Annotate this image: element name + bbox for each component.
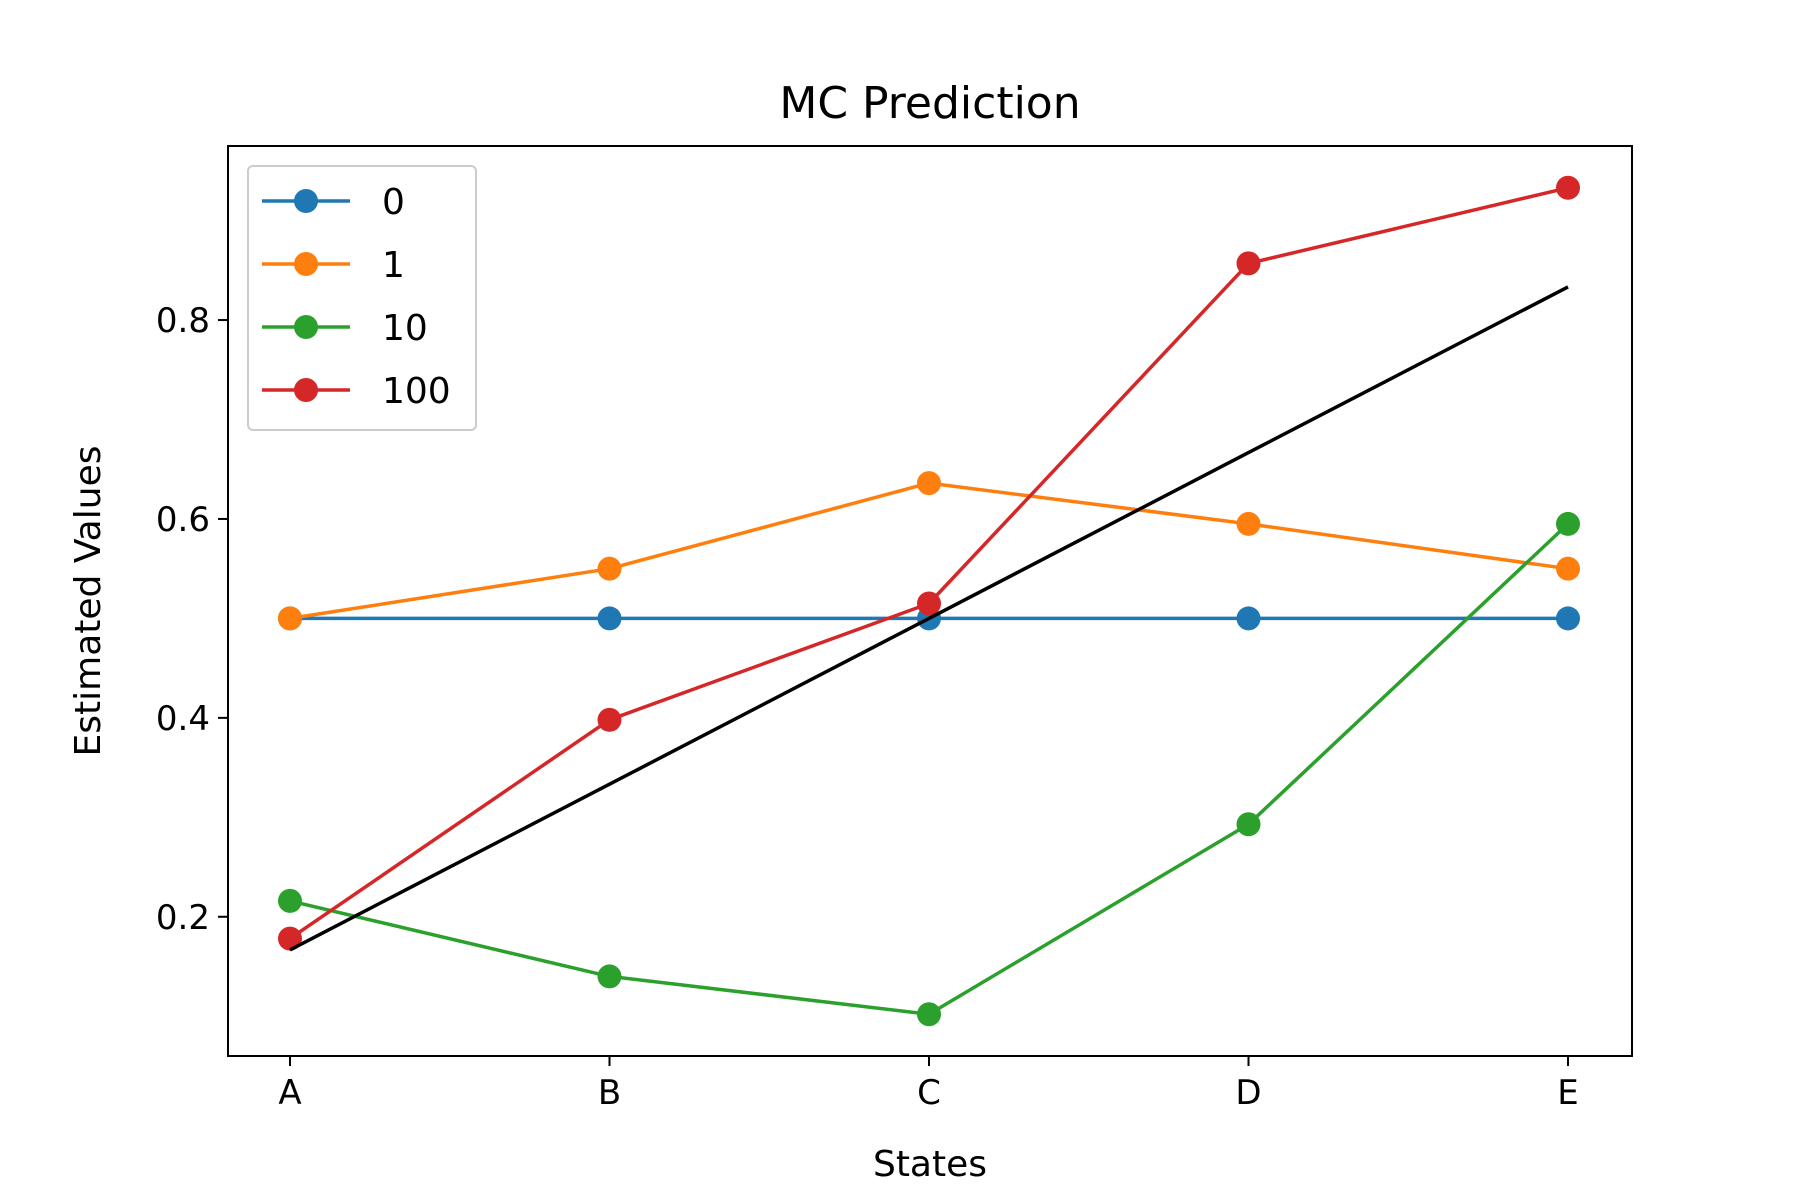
legend-marker <box>294 252 318 276</box>
series-10-point <box>1556 511 1580 536</box>
series-1-point <box>278 606 302 631</box>
series-0-point <box>1236 606 1261 631</box>
axes: A B C D E 0.2 0.4 0.6 0.8 <box>156 301 1579 1113</box>
y-tick-label: 0.8 <box>156 301 210 341</box>
legend-box <box>247 165 477 431</box>
legend-entry: 1 <box>262 245 405 286</box>
legend-entry: 10 <box>262 308 428 349</box>
y-tick-label: 0.6 <box>156 500 210 540</box>
y-tick-label: 0.4 <box>156 699 210 739</box>
legend-label: 0 <box>382 182 405 223</box>
series-10-point <box>1236 812 1261 837</box>
legend-label: 1 <box>382 245 405 286</box>
legend-marker <box>294 189 318 213</box>
reference-group <box>289 285 1569 952</box>
legend-marker <box>294 378 318 402</box>
series-100-point <box>1556 175 1580 200</box>
series-100-group <box>278 175 1580 951</box>
legend: 0 1 10 100 <box>247 165 477 431</box>
x-axis-label: States <box>873 1144 987 1185</box>
series-10-point <box>597 964 622 989</box>
x-tick-label: A <box>278 1073 301 1113</box>
series-10-point <box>917 1002 941 1027</box>
chart-title: MC Prediction <box>779 78 1080 129</box>
series-10-group <box>278 511 1580 1027</box>
x-tick-label: D <box>1235 1073 1261 1113</box>
plot-area <box>278 175 1580 1027</box>
legend-marker <box>294 315 318 339</box>
series-1-point <box>597 556 622 581</box>
legend-label: 100 <box>382 371 451 412</box>
series-100-point <box>278 926 302 951</box>
legend-label: 10 <box>382 308 428 349</box>
reference-line <box>289 285 1569 952</box>
series-100-point <box>1236 251 1261 276</box>
series-100-point <box>597 707 622 732</box>
series-10-point <box>278 888 302 913</box>
series-1-point <box>1236 511 1261 536</box>
y-tick-label: 0.2 <box>156 898 210 938</box>
x-tick-label: B <box>598 1073 621 1113</box>
series-0-point <box>1556 606 1580 631</box>
x-tick-label: E <box>1557 1073 1578 1113</box>
series-0-point <box>597 606 622 631</box>
series-1-point <box>917 471 941 496</box>
legend-entry: 0 <box>262 182 405 223</box>
y-axis-label: Estimated Values <box>68 446 109 757</box>
legend-entry: 100 <box>262 371 451 412</box>
x-tick-label: C <box>917 1073 941 1113</box>
series-1-point <box>1556 556 1580 581</box>
series-1-group <box>278 471 1580 631</box>
series-100-point <box>917 591 941 616</box>
